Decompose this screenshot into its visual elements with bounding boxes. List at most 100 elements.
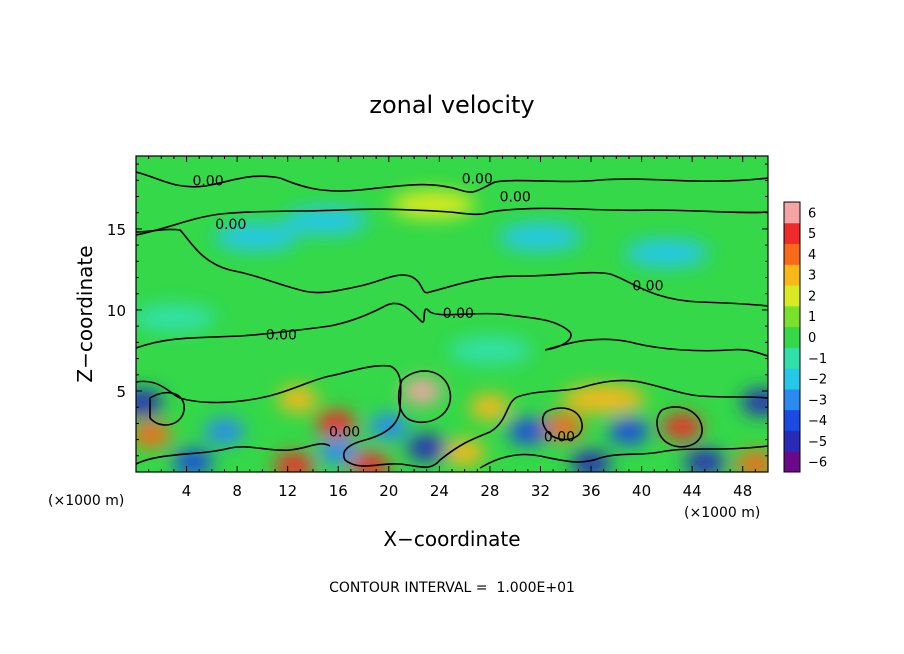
x-tick-label: 44 xyxy=(683,482,702,500)
field-feature-positive xyxy=(735,450,768,472)
x-tick-label: 32 xyxy=(531,482,550,500)
colorbar-segment xyxy=(784,264,800,286)
field-feature-positive xyxy=(349,452,390,472)
x-axis: 4 8 12 16 20 24 28 32 36 40 44 48 xyxy=(148,156,756,500)
colorbar-segment xyxy=(784,347,800,369)
contour-label: 0.00 xyxy=(266,327,297,343)
zero-contours xyxy=(136,171,768,469)
contour-label: 0.00 xyxy=(215,217,246,233)
field-feature-positive xyxy=(543,413,584,440)
colorbar-segment xyxy=(784,202,800,224)
contour-labels: 0.00 0.00 0.00 0.00 0.00 0.00 0.00 0.00 0.00 xyxy=(192,172,663,446)
field-feature-negative xyxy=(406,434,447,461)
colorbar-tick-label: 6 xyxy=(808,206,816,221)
colorbar-tick-label: −6 xyxy=(808,456,827,471)
field-feature-negative xyxy=(283,206,368,235)
contour-bottom xyxy=(136,443,768,469)
contour-mid xyxy=(136,228,768,307)
field-feature-negative xyxy=(608,418,649,445)
x-tick-label: 48 xyxy=(733,482,752,500)
colorbar-tick-label: 2 xyxy=(808,289,816,304)
field-feature-positive xyxy=(401,377,442,404)
field-feature-positive xyxy=(561,385,646,414)
colorbar: 6 5 4 3 2 1 0 −1 −2 −3 −4 −5 −6 xyxy=(783,201,827,473)
x-axis-label: X−coordinate xyxy=(383,527,520,551)
x-unit-right: (×1000 m) xyxy=(684,505,760,521)
colorbar-tick-label: 5 xyxy=(808,227,816,242)
contour-label: 0.00 xyxy=(329,424,360,440)
x-tick-label: 28 xyxy=(480,482,499,500)
colorbar-segment xyxy=(784,388,800,411)
colorbar-tick-label: 1 xyxy=(808,310,816,325)
x-tick-label: 8 xyxy=(232,482,242,500)
colorbar-segment xyxy=(784,222,800,245)
contour-label: 0.00 xyxy=(500,190,531,206)
contour-lower-mid xyxy=(136,302,768,357)
colorbar-segment xyxy=(784,451,800,473)
x-tick-label: 36 xyxy=(581,482,600,500)
contour-eddy-left xyxy=(149,391,185,426)
field-feature-positive xyxy=(391,190,476,219)
field-feature-negative xyxy=(204,418,245,445)
field-feature-negative xyxy=(136,304,216,333)
colorbar-tick-label: −1 xyxy=(808,352,827,367)
velocity-field xyxy=(136,156,768,472)
field-feature-negative xyxy=(624,239,709,268)
colorbar-tick-label: −5 xyxy=(808,435,827,450)
contour-mid-upper xyxy=(136,207,768,236)
colorbar-segment xyxy=(784,368,800,390)
contour-eddy-low xyxy=(541,407,583,441)
field-feature-positive xyxy=(274,452,314,472)
contour-label: 0.00 xyxy=(192,173,223,189)
chart-title: zonal velocity xyxy=(369,91,534,119)
x-tick-label: 40 xyxy=(632,482,651,500)
contour-eddy-center xyxy=(397,370,452,424)
field-feature-negative xyxy=(368,413,409,440)
field-feature-positive xyxy=(315,410,356,437)
x-tick-label: 24 xyxy=(430,482,449,500)
y-tick-label: 5 xyxy=(116,383,126,401)
field-feature-positive xyxy=(662,413,703,440)
contour-eddy-right xyxy=(656,406,703,448)
y-axis: 5 10 15 xyxy=(107,163,768,457)
colorbar-frame xyxy=(783,201,801,473)
colorbar-segment xyxy=(784,285,800,307)
x-tick-label: 16 xyxy=(329,482,348,500)
x-tick-label: 12 xyxy=(278,482,297,500)
field-feature-negative xyxy=(318,437,359,464)
x-unit-left: (×1000 m) xyxy=(48,493,124,509)
field-feature-positive xyxy=(444,439,485,466)
contour-upper xyxy=(136,171,768,193)
colorbar-segment xyxy=(784,305,800,328)
y-axis-label: Z−coordinate xyxy=(73,245,97,382)
contour-lower xyxy=(136,364,768,469)
field-feature-negative xyxy=(507,418,548,445)
colorbar-segment xyxy=(784,430,800,452)
field-feature-positive xyxy=(277,386,318,413)
contour-label: 0.00 xyxy=(443,306,474,322)
contour-label: 0.00 xyxy=(544,429,575,445)
colorbar-segment xyxy=(784,409,800,431)
field-feature-negative xyxy=(498,223,583,252)
y-tick-label: 15 xyxy=(107,221,126,239)
contour-label: 0.00 xyxy=(632,279,663,295)
colorbar-segment xyxy=(784,243,800,265)
field-feature-negative xyxy=(571,450,612,472)
x-tick-label: 4 xyxy=(182,482,192,500)
colorbar-segment xyxy=(784,326,800,348)
contour-label: 0.00 xyxy=(462,172,493,188)
field-feature-negative xyxy=(214,223,299,252)
field-feature-negative xyxy=(447,336,532,365)
field-feature-negative xyxy=(684,449,725,472)
contour-interval: CONTOUR INTERVAL = 1.000E+01 xyxy=(329,580,575,596)
field-feature-positive xyxy=(469,394,510,421)
field-feature-negative xyxy=(741,389,768,416)
colorbar-tick-label: 3 xyxy=(808,269,816,284)
field-feature-positive xyxy=(136,421,172,448)
colorbar-tick-label: −3 xyxy=(808,393,827,408)
colorbar-tick-label: 4 xyxy=(808,248,816,263)
y-tick-label: 10 xyxy=(107,302,126,320)
colorbar-tick-label: −2 xyxy=(808,373,827,388)
field-feature-negative xyxy=(136,389,163,416)
